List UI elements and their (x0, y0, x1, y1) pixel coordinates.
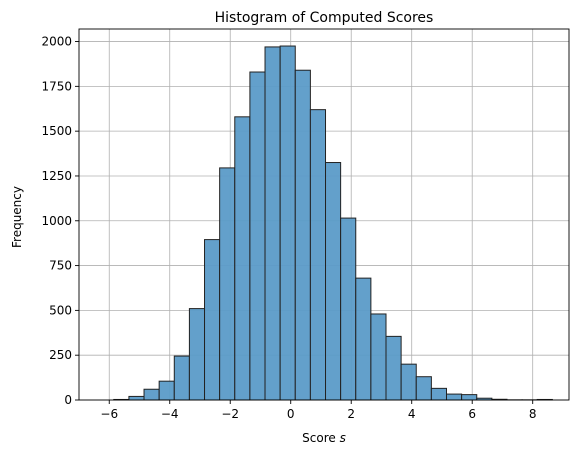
y-tick-label: 250 (49, 348, 72, 362)
histogram-bar (309, 109, 327, 401)
histogram-bars (113, 45, 553, 401)
y-tick-label: 1250 (41, 169, 72, 183)
axes (78, 28, 570, 401)
y-tick-label: 1750 (41, 79, 72, 93)
y-tick-label: 750 (49, 259, 72, 273)
y-tick-label: 1000 (41, 214, 72, 228)
histogram-bar (461, 394, 478, 401)
histogram-bar (249, 71, 266, 401)
histogram-bar (430, 387, 448, 401)
x-tick-label: −4 (161, 407, 179, 421)
y-axis-label: Frequency (10, 186, 24, 248)
histogram-bar (294, 69, 311, 401)
ticks: −6 −4 −2 0 2 4 6 8 0 250 500 750 1000 1250 1500 1750 200… (41, 35, 536, 421)
histogram-bar (143, 388, 160, 401)
x-axis-label-variable: s (340, 431, 346, 445)
histogram-bar (173, 355, 190, 401)
histogram-bar (279, 45, 296, 401)
histogram-bar (188, 308, 206, 401)
x-tick-label: −6 (100, 407, 118, 421)
histogram-bar (219, 167, 236, 401)
histogram-bar (355, 277, 372, 401)
histogram-bar (234, 116, 251, 401)
chart-title: Histogram of Computed Scores (215, 10, 434, 26)
histogram-bar (385, 335, 402, 401)
x-tick-label: 2 (347, 407, 355, 421)
y-tick-label: 0 (64, 393, 72, 407)
y-tick-label: 1500 (41, 124, 72, 138)
x-tick-label: 6 (468, 407, 476, 421)
histogram-bar (415, 376, 432, 401)
plot-frame (78, 28, 570, 401)
histogram-bar (128, 395, 145, 401)
x-tick-label: 0 (287, 407, 295, 421)
x-tick-label: −2 (221, 407, 239, 421)
histogram-bar (446, 393, 463, 401)
y-tick-label: 2000 (41, 35, 72, 49)
x-axis-label: Score s (302, 431, 346, 445)
histogram-bar (325, 162, 342, 401)
histogram-bar (204, 239, 221, 401)
histogram-bar (158, 380, 175, 401)
x-axis-label-text: Score (302, 431, 339, 445)
histogram-bar (400, 363, 417, 401)
x-tick-label: 4 (408, 407, 416, 421)
histogram-bar (370, 313, 387, 401)
x-tick-label: 8 (529, 407, 537, 421)
y-tick-label: 500 (49, 303, 72, 317)
histogram-bar (340, 217, 357, 401)
histogram-bar (264, 46, 281, 401)
